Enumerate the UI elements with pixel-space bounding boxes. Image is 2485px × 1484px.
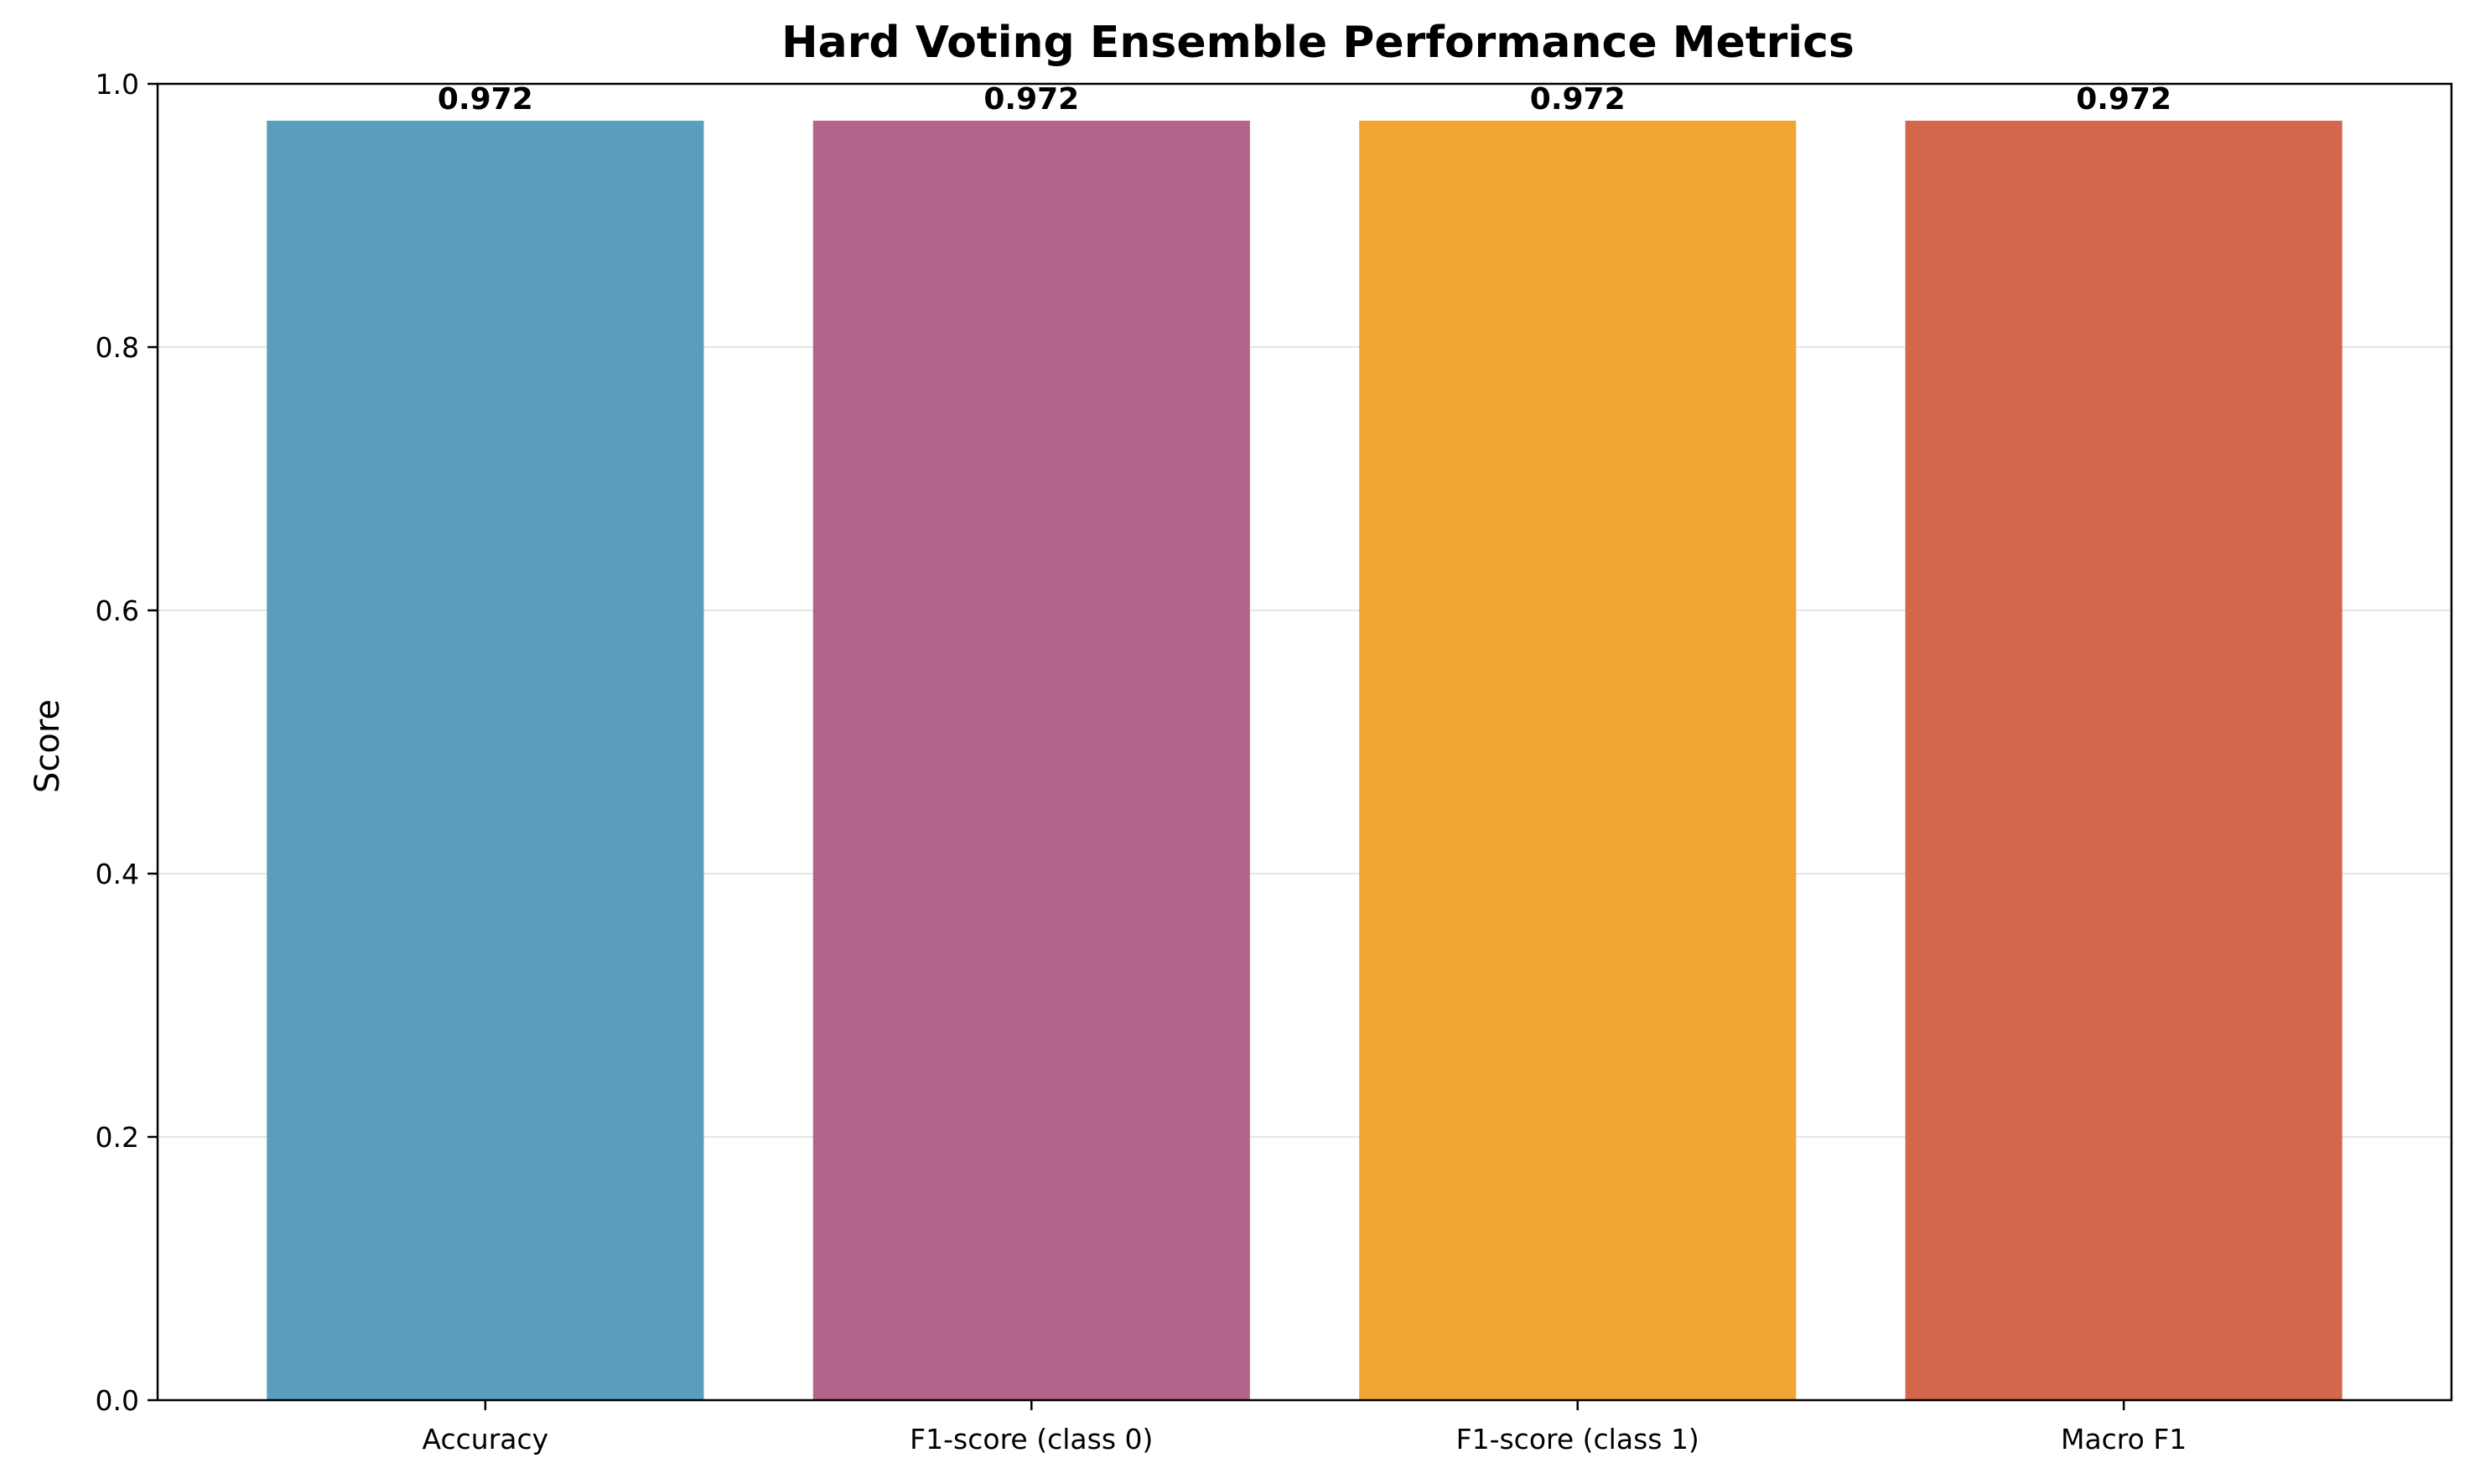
x-axis: Accuracy F1-score (class 0) F1-score (clas… <box>423 1400 2187 1455</box>
data-label: 0.972 <box>983 82 1079 117</box>
bar <box>267 120 704 1401</box>
data-label: 0.972 <box>438 82 533 117</box>
data-labels: 0.972 0.972 0.972 0.972 <box>438 82 2171 117</box>
y-tick-label: 0.0 <box>96 1384 139 1417</box>
data-label: 0.972 <box>2076 82 2171 117</box>
bar <box>1905 120 2342 1401</box>
bar <box>1359 120 1797 1401</box>
plot-border <box>156 82 2453 1402</box>
y-axis-title: Score <box>29 699 67 793</box>
x-tick-label: Accuracy <box>423 1423 549 1455</box>
y-tick-label: 0.2 <box>96 1121 139 1154</box>
data-label: 0.972 <box>1530 82 1626 117</box>
chart-title: Hard Voting Ensemble Performance Metrics <box>781 18 1855 68</box>
y-tick-label: 0.8 <box>96 331 139 364</box>
y-axis: 0.0 0.2 0.4 0.6 0.8 1.0 <box>96 68 158 1417</box>
bars <box>267 120 2342 1401</box>
y-tick-label: 1.0 <box>96 68 139 101</box>
y-tick-label: 0.6 <box>96 594 139 627</box>
bar <box>812 120 1250 1401</box>
plot-frame <box>156 82 2453 1402</box>
x-tick-label: F1-score (class 1) <box>1456 1423 1699 1455</box>
y-tick-label: 0.4 <box>96 858 139 890</box>
x-tick-label: Macro F1 <box>2061 1423 2187 1455</box>
x-tick-label: F1-score (class 0) <box>910 1423 1153 1455</box>
